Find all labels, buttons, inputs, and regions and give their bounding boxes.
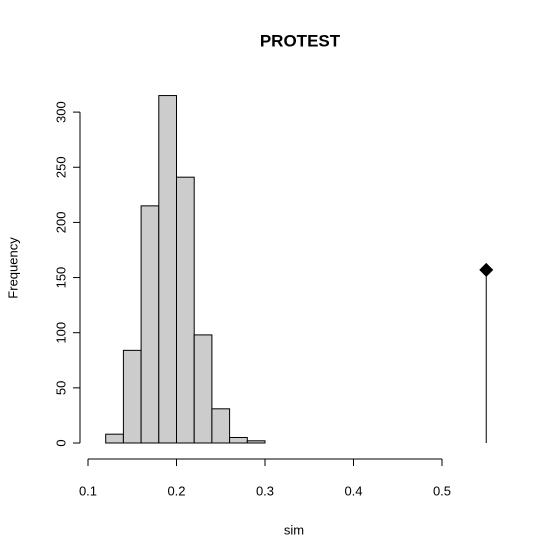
- y-tick-label: 300: [53, 101, 68, 123]
- bar: [105, 433, 124, 444]
- y-tick-label: 0: [53, 439, 68, 446]
- y-tick-label: 150: [53, 267, 68, 289]
- bar: [176, 176, 195, 444]
- x-tick-label: 0.5: [433, 483, 451, 498]
- bar: [158, 95, 178, 444]
- y-tick-label: 200: [53, 212, 68, 234]
- chart-title: PROTEST: [260, 31, 341, 50]
- y-tick-label: 250: [53, 156, 68, 178]
- bar: [211, 408, 231, 444]
- bar: [193, 334, 213, 444]
- x-tick-label: 0.4: [344, 483, 362, 498]
- bar: [229, 436, 248, 444]
- y-tick-label: 100: [53, 322, 68, 344]
- y-tick-label: 50: [53, 381, 68, 395]
- x-tick-label: 0.3: [256, 483, 274, 498]
- y-axis-label: Frequency: [5, 237, 20, 299]
- x-tick-label: 0.1: [79, 483, 97, 498]
- bar: [122, 349, 142, 444]
- x-tick-label: 0.2: [167, 483, 185, 498]
- x-axis-label: sim: [284, 522, 304, 537]
- bar: [140, 205, 160, 444]
- bar: [246, 440, 266, 444]
- observed-point: [479, 262, 494, 277]
